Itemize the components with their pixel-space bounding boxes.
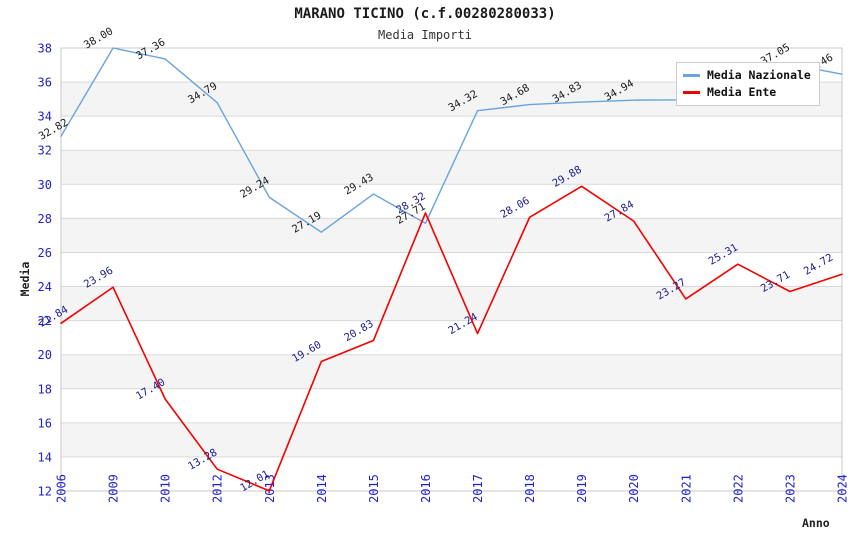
x-axis-tick-label: 2024 [836, 474, 850, 503]
x-axis-tick-label: 2009 [107, 474, 121, 503]
data-point-label: 21.84 [37, 304, 70, 330]
data-point-label: 28.06 [498, 195, 531, 221]
x-axis-tick-label: 2010 [159, 474, 173, 503]
y-axis-tick-label: 34 [38, 110, 52, 124]
grid-band [61, 286, 842, 321]
x-axis-tick-label: 2017 [471, 474, 485, 503]
grid-band [61, 354, 842, 389]
x-axis-tick-label: 2015 [367, 474, 381, 503]
legend-swatch-media-nazionale [683, 74, 700, 77]
legend-swatch-media-ente [683, 91, 700, 94]
x-axis-title: Anno [802, 516, 830, 530]
chart-title: MARANO TICINO (c.f.00280280033) [294, 6, 556, 22]
y-axis-tick-label: 24 [38, 280, 52, 294]
chart-subtitle: Media Importi [378, 28, 472, 42]
grid-band [61, 218, 842, 253]
y-axis-tick-label: 14 [38, 450, 52, 464]
legend-label-media-ente: Media Ente [707, 85, 777, 99]
x-axis-tick-label: 2012 [211, 474, 225, 503]
legend-item-media-nazionale[interactable]: Media Nazionale [683, 67, 811, 84]
data-point-label: 20.83 [342, 318, 375, 344]
x-axis-tick-label: 2020 [627, 474, 641, 503]
y-axis-title: Media [18, 261, 32, 297]
x-axis-tick-label: 2016 [419, 474, 433, 503]
x-axis-tick-label: 2019 [575, 474, 589, 503]
y-axis-tick-label: 16 [38, 416, 52, 430]
series-line-media-ente [60, 185, 843, 492]
chart-legend: Media Nazionale Media Ente [676, 62, 820, 106]
y-axis-tick-label: 36 [38, 76, 52, 90]
x-axis-tick-label: 2006 [55, 474, 69, 503]
plot-frame [60, 47, 843, 492]
y-axis-tick-label: 20 [38, 348, 52, 362]
x-axis-tick-label: 2014 [315, 474, 329, 503]
y-axis-tick-label: 28 [38, 212, 52, 226]
y-axis-tick-label: 22 [38, 314, 52, 328]
y-axis-tick-label: 38 [38, 42, 52, 56]
y-axis-tick-label: 30 [38, 178, 52, 192]
y-axis-tick-label: 32 [38, 144, 52, 158]
grid-band [61, 422, 842, 457]
x-axis-tick-label: 2018 [523, 474, 537, 503]
data-point-label: 24.72 [802, 252, 835, 278]
x-axis-tick-label: 2021 [679, 474, 693, 503]
legend-item-media-ente[interactable]: Media Ente [683, 84, 811, 101]
legend-label-media-nazionale: Media Nazionale [707, 68, 811, 82]
y-axis-tick-label: 12 [38, 485, 52, 499]
x-axis-tick-label: 2023 [783, 474, 797, 503]
x-axis-tick-label: 2022 [731, 474, 745, 503]
y-axis-tick-label: 26 [38, 246, 52, 260]
y-axis-tick-label: 18 [38, 382, 52, 396]
